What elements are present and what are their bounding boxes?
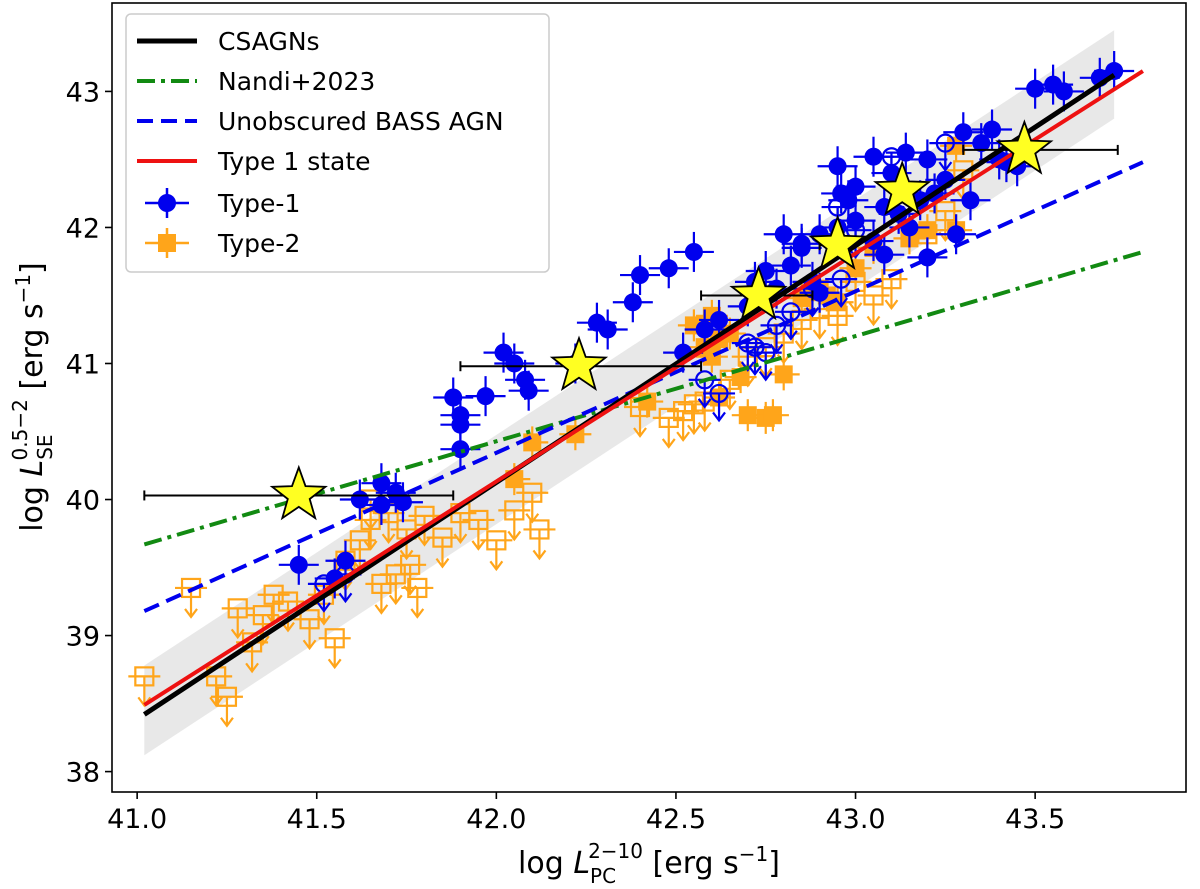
- type2-upper-limit-4: [221, 598, 254, 640]
- type2-upper-limit-31: [652, 407, 685, 449]
- type1-point-16: [508, 370, 549, 411]
- type1-point-12: [465, 376, 506, 417]
- legend: CSAGNs Nandi+2023 Unobscured BASS AGN Ty…: [125, 13, 550, 273]
- star-point-1: [459, 335, 703, 392]
- legend-marker-type2: [145, 228, 189, 258]
- type2-upper-limit-43: [857, 285, 890, 327]
- fit-line-type-1-state: [143, 69, 1144, 707]
- legend-label-csagns: CSAGNs: [218, 27, 320, 56]
- type2-upper-limit-0: [128, 666, 161, 708]
- type1-point-65: [828, 180, 869, 221]
- y-tick-label-1: 39: [66, 622, 100, 653]
- type2-upper-limit-3: [210, 686, 243, 728]
- type1-point-2: [325, 540, 366, 581]
- type1-point-44: [885, 132, 926, 173]
- y-tick-label-4: 42: [66, 213, 100, 244]
- x-tick-label-1: 41.5: [287, 804, 347, 835]
- type1-upper-limit-8: [825, 269, 858, 308]
- star-point-5: [962, 119, 1119, 175]
- y-tick-label-5: 43: [66, 77, 100, 108]
- x-axis-ticks: 41.0 41.5 42.0 42.5 43.0 43.5: [107, 792, 1065, 835]
- type1-point-62: [1043, 71, 1084, 112]
- type2-upper-limit-44: [875, 269, 908, 310]
- x-tick-label-3: 42.5: [646, 804, 706, 835]
- star-markers: [143, 119, 1119, 521]
- x-tick-label-0: 41.0: [107, 804, 167, 835]
- x-tick-label-2: 42.0: [466, 804, 526, 835]
- type1-point-21: [620, 255, 661, 296]
- type1-point-19: [587, 309, 628, 350]
- legend-box: [125, 13, 550, 273]
- legend-label-type1-state: Type 1 state: [217, 147, 371, 176]
- type1-point-58: [972, 109, 1013, 150]
- plot-frame: [111, 2, 1187, 793]
- type2-upper-limit-11: [318, 628, 351, 670]
- type1-point-0: [278, 544, 319, 585]
- type1-point-45: [907, 139, 948, 180]
- type2-upper-limit-29: [523, 519, 556, 561]
- type2-upper-limit-26: [480, 530, 513, 572]
- type2-upper-limit-23: [426, 527, 459, 569]
- type2-upper-limit-27: [498, 500, 531, 542]
- type1-point-29: [770, 245, 811, 286]
- y-tick-label-2: 40: [66, 486, 100, 517]
- star-point-2: [700, 264, 814, 321]
- legend-label-type2: Type-2: [217, 229, 300, 258]
- type1-point-23: [673, 231, 714, 272]
- type1-point-32: [781, 227, 822, 268]
- type1-point-66: [817, 146, 858, 187]
- type1-point-67: [853, 136, 894, 177]
- type1-point-14: [494, 343, 535, 384]
- type1-point-57: [950, 180, 991, 221]
- type1-point-41: [835, 166, 876, 207]
- type2-upper-limit-18: [401, 577, 434, 619]
- type1-point-39: [799, 272, 840, 313]
- y-axis-label: log LSE0.5−2 [erg s−1]: [8, 262, 57, 532]
- y-tick-label-3: 41: [66, 349, 100, 380]
- type2-upper-limit-25: [462, 509, 495, 551]
- fit-line-unobscured-bass-agn: [143, 160, 1144, 613]
- type1-point-22: [648, 248, 689, 289]
- x-tick-label-4: 43.0: [825, 804, 885, 835]
- legend-marker-type1: [145, 188, 189, 218]
- star-point-3: [808, 214, 867, 270]
- legend-label-nandi: Nandi+2023: [218, 67, 375, 96]
- type2-upper-limit-28: [516, 482, 549, 524]
- y-axis-ticks: 38 39 40 41 42 43: [66, 77, 112, 789]
- star-point-0: [143, 464, 455, 521]
- type2-point-11: [767, 358, 800, 391]
- x-axis-label: log LPC2−10 [erg s−1]: [518, 839, 780, 888]
- legend-label-type1: Type-1: [217, 189, 300, 218]
- star-point-4: [873, 160, 932, 216]
- type1-point-20: [612, 282, 653, 323]
- legend-label-bass: Unobscured BASS AGN: [218, 107, 504, 136]
- y-tick-label-0: 38: [66, 758, 100, 789]
- type1-upper-limit-4: [774, 302, 807, 341]
- x-tick-label-5: 43.5: [1005, 804, 1065, 835]
- type2-point-10: [756, 399, 789, 432]
- type1-upper-limit-6: [703, 383, 736, 423]
- type1-point-37: [864, 234, 905, 275]
- type1-point-35: [835, 200, 876, 241]
